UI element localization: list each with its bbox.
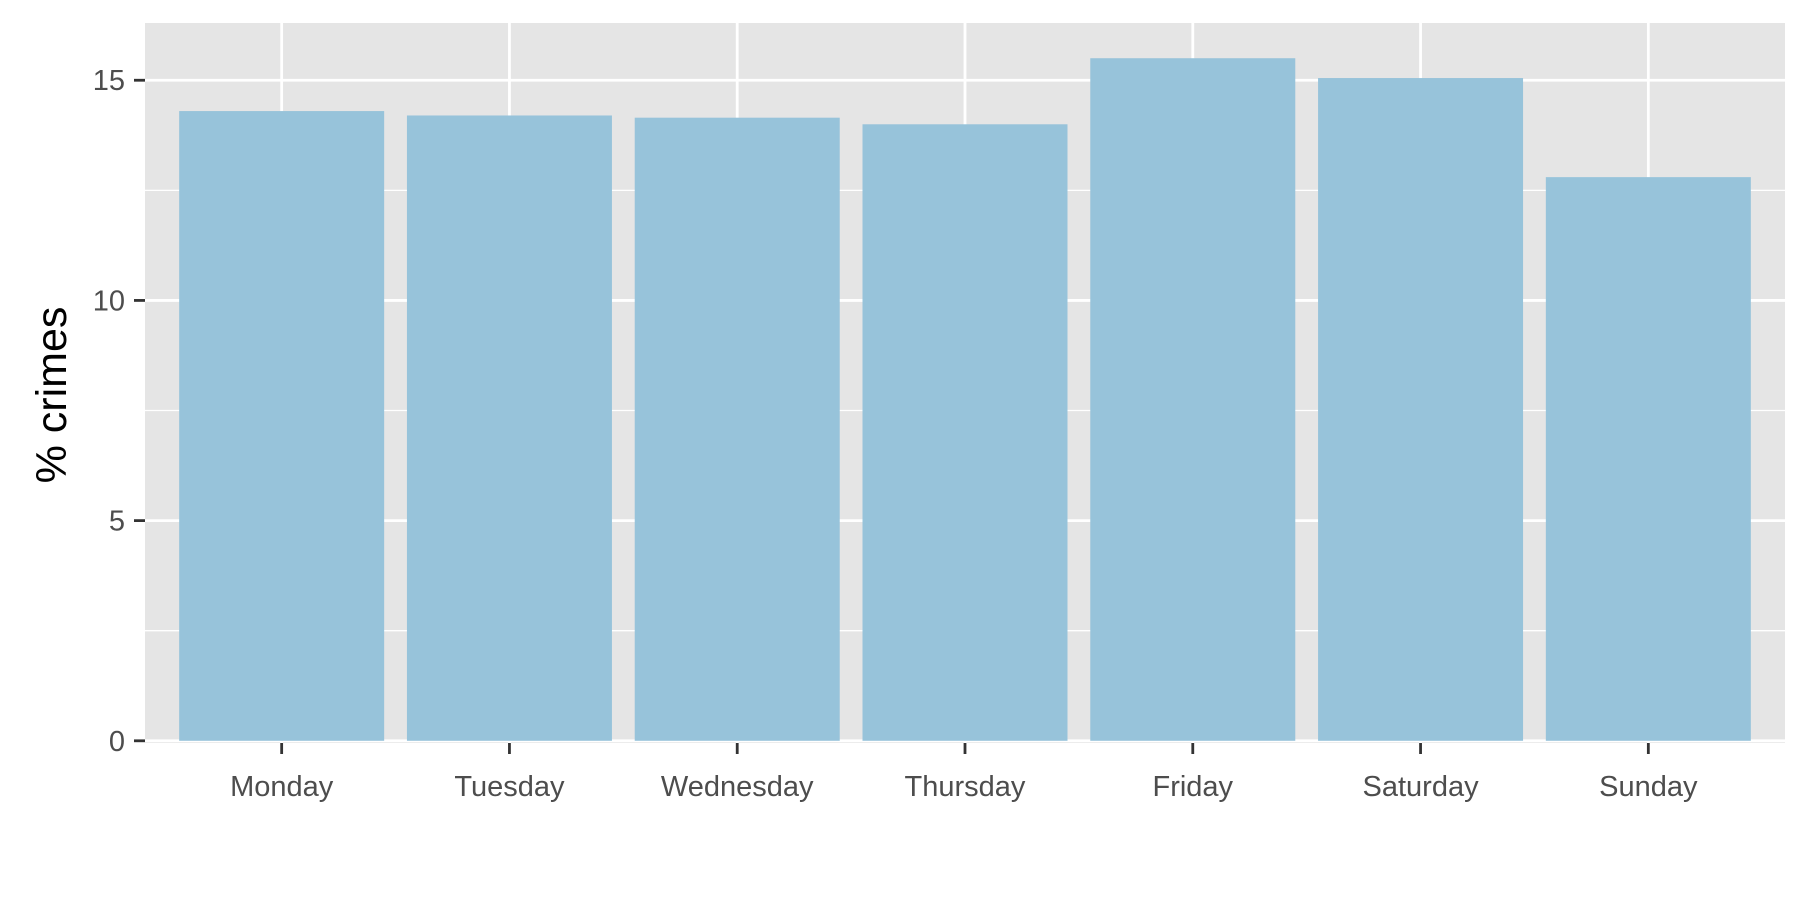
y-axis: 0 5 10 15: [93, 65, 145, 758]
x-tick-label: Sunday: [1599, 771, 1698, 803]
x-tick-label: Tuesday: [454, 771, 565, 803]
bar-wednesday: [634, 117, 840, 741]
x-tick-label: Thursday: [905, 771, 1026, 803]
y-tick-label: 15: [93, 65, 125, 97]
y-tick-label: 0: [109, 726, 125, 758]
bar-monday: [179, 111, 385, 741]
bar-sunday: [1545, 177, 1751, 741]
bar-tuesday: [406, 115, 612, 741]
bar-thursday: [862, 124, 1068, 741]
bar-saturday: [1318, 78, 1524, 741]
x-axis: Monday Tuesday Wednesday Thursday Friday Satu…: [230, 743, 1698, 803]
x-tick-label: Friday: [1152, 771, 1233, 803]
x-tick-label: Wednesday: [661, 771, 814, 803]
bars: [179, 58, 1751, 741]
bar-friday: [1090, 58, 1296, 741]
x-tick-label: Saturday: [1363, 771, 1480, 803]
y-tick-label: 10: [93, 285, 125, 317]
y-axis-title: % crimes: [28, 307, 76, 484]
y-tick-label: 5: [109, 506, 125, 538]
x-tick-label: Monday: [230, 771, 334, 803]
